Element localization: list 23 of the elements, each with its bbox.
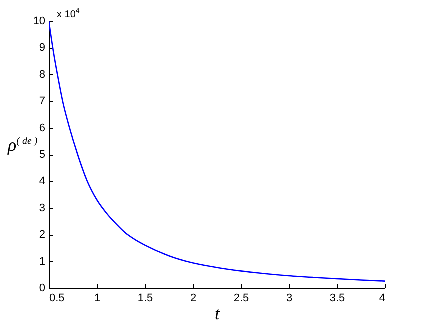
x-tick-label: 4 bbox=[379, 292, 386, 304]
x-tick-label: 1 bbox=[94, 292, 101, 304]
y-tick-label: 9 bbox=[39, 42, 46, 54]
x-tick-label: 2.5 bbox=[234, 292, 250, 304]
x-tick-label: 0.5 bbox=[50, 292, 65, 304]
y-tick-label: 10 bbox=[33, 16, 46, 28]
y-tick-label: 7 bbox=[39, 96, 46, 108]
y-tick-label: 4 bbox=[39, 176, 46, 188]
y-tick-label: 3 bbox=[39, 202, 46, 214]
x-axis-title: t bbox=[214, 304, 221, 324]
y-tick-label: 0 bbox=[39, 282, 46, 294]
x-tick-label: 3 bbox=[286, 292, 293, 304]
y-tick-label: 6 bbox=[39, 122, 46, 134]
y-tick-label: 2 bbox=[39, 229, 46, 242]
y-axis-title: ρ$^{( de )}$ bbox=[8, 135, 38, 156]
x-tick-label: 3.5 bbox=[330, 292, 346, 304]
line-series bbox=[49, 21, 385, 282]
y-tick-label: 1 bbox=[39, 256, 46, 268]
y-tick-label: 8 bbox=[39, 68, 46, 81]
text: x 10$^{4}$ bbox=[57, 8, 80, 20]
y-tick-label: 5 bbox=[39, 149, 46, 161]
x-tick-label: 1.5 bbox=[138, 292, 154, 304]
x-tick-label: 2 bbox=[190, 292, 197, 304]
